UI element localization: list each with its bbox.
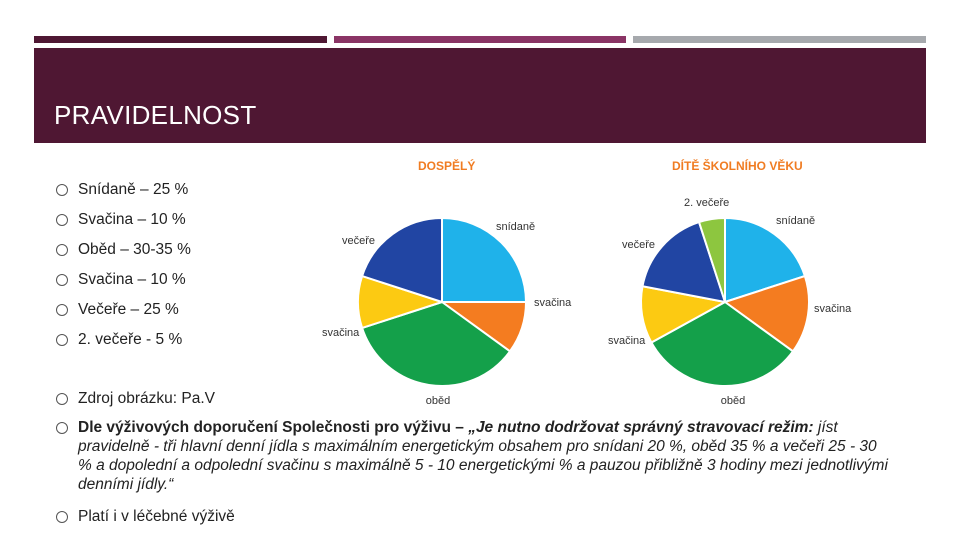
image-source-text: Zdroj obrázku: Pa.V bbox=[78, 390, 215, 407]
bullet-circle-icon bbox=[56, 274, 68, 286]
slice-label: večeře bbox=[342, 235, 375, 247]
pie-chart-school-child: DÍTĚ ŠKOLNÍHO VĚKU snídaně svačina oběd svač… bbox=[608, 158, 852, 407]
pie-slice bbox=[697, 216, 726, 303]
bullet-circle-icon bbox=[56, 304, 68, 316]
bullet-text: Večeře – 25 % bbox=[78, 301, 179, 318]
accent-bar-1 bbox=[34, 36, 327, 43]
pie-slice bbox=[441, 216, 528, 303]
recommendation-quote-rest: jíst pravidelně - tři hlavní denní jídla… bbox=[78, 419, 888, 493]
slice-label: svačina bbox=[814, 303, 852, 315]
recommendation-text: Dle výživových doporučení Společnosti pr… bbox=[78, 418, 888, 494]
bullet-circle-icon bbox=[56, 214, 68, 226]
bullet-item: Večeře – 25 % bbox=[56, 300, 179, 319]
slice-label: 2. večeře bbox=[684, 197, 729, 209]
title-banner: PRAVIDELNOST bbox=[34, 48, 926, 143]
recommendation-lead: Dle výživových doporučení Společnosti pr… bbox=[78, 419, 469, 436]
pie-charts: DOSPĚLÝ snídaně svačina oběd svačina večeře D… bbox=[322, 158, 852, 407]
slice-label: oběd bbox=[721, 395, 745, 407]
slice-label: svačina bbox=[322, 327, 360, 339]
slide-title: PRAVIDELNOST bbox=[54, 100, 257, 130]
accent-bar-2 bbox=[334, 36, 626, 43]
bullet-text: 2. večeře - 5 % bbox=[78, 331, 183, 348]
slice-label: svačina bbox=[608, 335, 646, 347]
pie-slice bbox=[650, 300, 795, 387]
bullet-item: 2. večeře - 5 % bbox=[56, 330, 182, 349]
bullet-item: Svačina – 10 % bbox=[56, 210, 186, 229]
bullet-item: Snídaně – 25 % bbox=[56, 180, 188, 199]
bullet-text: Svačina – 10 % bbox=[78, 211, 186, 228]
slice-label: večeře bbox=[622, 239, 655, 251]
pie-slice bbox=[360, 300, 512, 387]
bullet-item-recommendation: Dle výživových doporučení Společnosti pr… bbox=[56, 418, 888, 494]
bullet-text: Snídaně – 25 % bbox=[78, 181, 189, 198]
accent-bar-3 bbox=[633, 36, 926, 43]
pie-slice bbox=[722, 274, 810, 353]
bullet-text: Oběd – 30-35 % bbox=[78, 241, 191, 258]
pie-slice bbox=[360, 216, 443, 304]
bullet-circle-icon bbox=[56, 511, 68, 523]
bullet-circle-icon bbox=[56, 422, 68, 434]
bullet-item: Oběd – 30-35 % bbox=[56, 240, 191, 259]
bullet-circle-icon bbox=[56, 184, 68, 196]
slice-label: svačina bbox=[534, 297, 572, 309]
pie-slice bbox=[724, 216, 807, 304]
pie-chart-adult: DOSPĚLÝ snídaně svačina oběd svačina večeře bbox=[322, 158, 572, 407]
bullet-text: Svačina – 10 % bbox=[78, 271, 186, 288]
bullet-item-last: Platí i v léčebné výživě bbox=[56, 507, 235, 526]
bullet-circle-icon bbox=[56, 244, 68, 256]
bullet-circle-icon bbox=[56, 393, 68, 405]
bullet-circle-icon bbox=[56, 334, 68, 346]
slice-label: snídaně bbox=[496, 221, 535, 233]
therapeutic-nutrition-text: Platí i v léčebné výživě bbox=[78, 508, 235, 525]
slice-label: oběd bbox=[426, 395, 450, 407]
slice-label: snídaně bbox=[776, 215, 815, 227]
pie-slice bbox=[641, 220, 727, 304]
bullet-item: Svačina – 10 % bbox=[56, 270, 186, 289]
chart-title: DÍTĚ ŠKOLNÍHO VĚKU bbox=[672, 158, 803, 173]
bullet-item-source: Zdroj obrázku: Pa.V bbox=[56, 389, 215, 408]
chart-title: DOSPĚLÝ bbox=[418, 158, 475, 173]
recommendation-quote-bold: „Je nutno dodržovat správný stravovací r… bbox=[468, 419, 814, 436]
